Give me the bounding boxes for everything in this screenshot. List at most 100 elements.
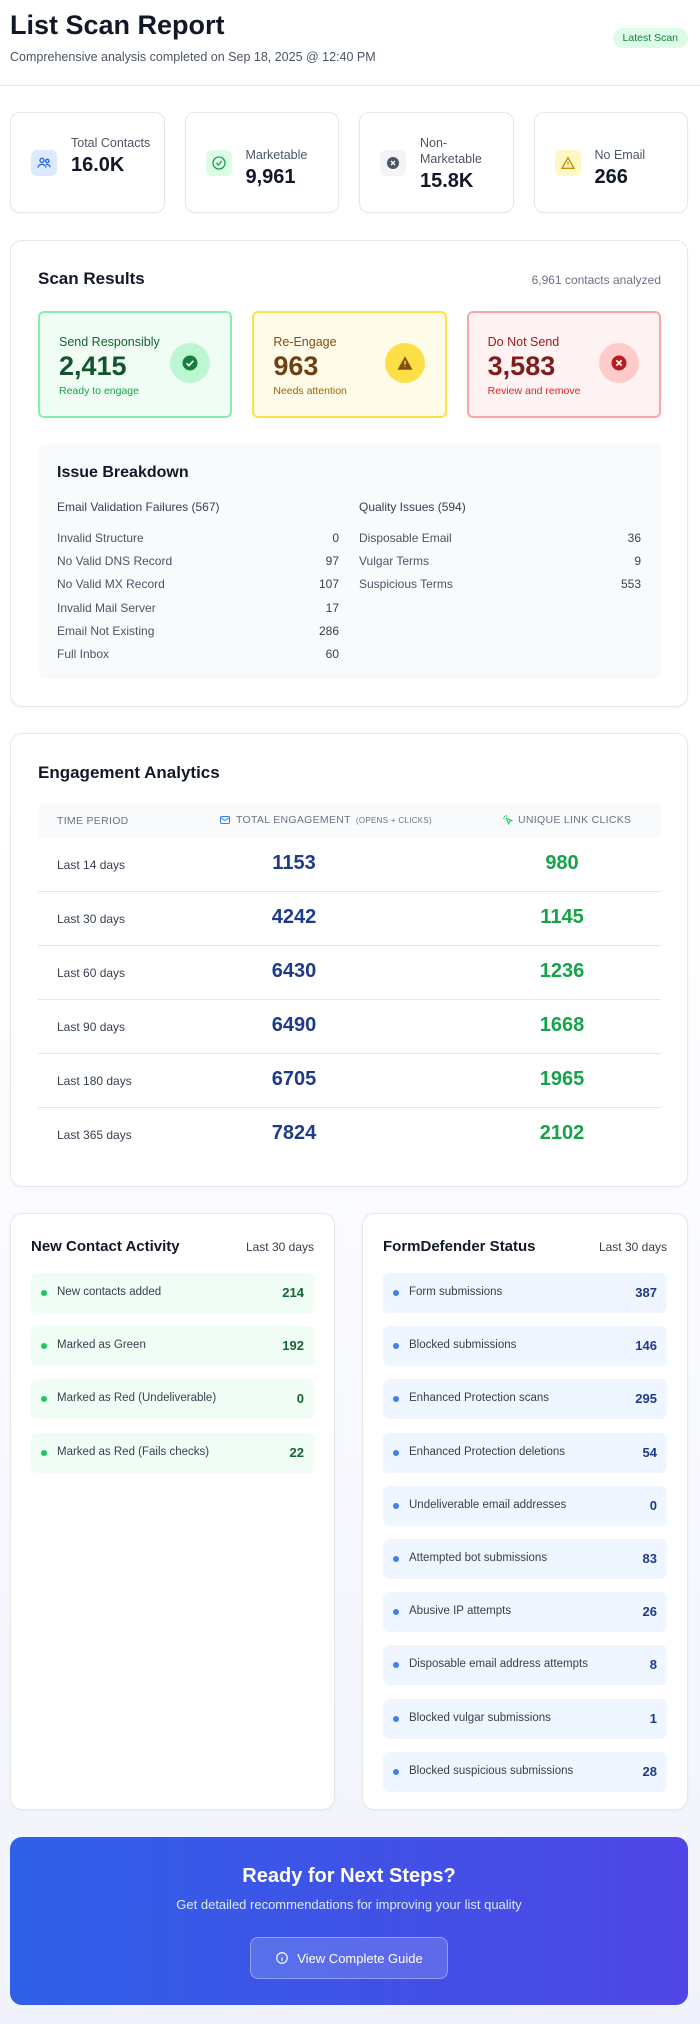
activity-list: New contacts added 214 Marked as Green 192… <box>31 1273 314 1486</box>
mail-icon <box>220 816 230 824</box>
engagement-table: TIME PERIOD TOTAL ENGAGEMENT (OPENS + CL… <box>38 804 661 1162</box>
bullet-dot <box>41 1449 47 1456</box>
list-item: Abusive IP attempts 26 <box>383 1592 667 1633</box>
x-circle-icon <box>380 150 406 176</box>
clicks-cell: 980 <box>545 852 579 874</box>
list-item: Marked as Red (Undeliverable) 0 <box>31 1379 314 1420</box>
issue-label: Suspicious Terms <box>359 577 453 592</box>
item-value: 1 <box>649 1710 657 1726</box>
list-item: Marked as Red (Fails checks) 22 <box>31 1432 314 1473</box>
total-header-label: TOTAL ENGAGEMENT <box>236 814 351 826</box>
check-circle-icon <box>205 150 232 176</box>
item-label: Enhanced Protection scans <box>409 1392 550 1405</box>
section-title: Scan Results <box>38 269 145 288</box>
item-label: Marked as Red (Fails checks) <box>57 1445 210 1458</box>
result-value: 2,415 <box>59 351 127 381</box>
issue-label: No Valid DNS Record <box>57 553 173 568</box>
list-item: No Valid DNS Record 97 <box>57 549 339 572</box>
formdefender-list: Form submissions 387 Blocked submissions 1… <box>383 1273 667 1805</box>
stat-card-total-contacts: Total Contacts 16.0K <box>10 112 165 213</box>
contacts-analyzed: 6,961 contacts analyzed <box>531 273 661 287</box>
issue-value: 9 <box>634 553 641 568</box>
stat-card-no-email: No Email 266 <box>533 112 688 213</box>
issue-value: 0 <box>332 530 339 545</box>
item-value: 83 <box>642 1550 657 1566</box>
item-value: 295 <box>635 1391 657 1407</box>
clicks-cell: 1145 <box>540 906 584 928</box>
clicks-cell: 1236 <box>539 960 585 982</box>
list-item: Disposable Email 36 <box>359 526 641 549</box>
table-row: Last 180 days 6705 1965 <box>38 1054 661 1108</box>
issue-value: 553 <box>620 577 641 592</box>
result-re-engage: Re-Engage 963 Needs attention <box>252 311 447 418</box>
bullet-dot <box>393 1662 399 1669</box>
issue-label: Disposable Email <box>359 530 452 545</box>
issue-value: 36 <box>627 530 641 545</box>
item-label: Blocked vulgar submissions <box>409 1711 551 1724</box>
warning-icon <box>384 343 425 383</box>
check-circle-icon <box>170 343 211 383</box>
validation-heading: Email Validation Failures (567) <box>57 500 220 514</box>
table-row: Last 365 days 7824 2102 <box>38 1108 661 1162</box>
item-label: Blocked suspicious submissions <box>409 1764 574 1777</box>
item-label: Abusive IP attempts <box>409 1605 512 1618</box>
stat-card-marketable: Marketable 9,961 <box>184 112 339 213</box>
stat-label: Total Contacts <box>71 136 151 150</box>
item-value: 146 <box>635 1338 657 1354</box>
item-value: 387 <box>635 1285 657 1300</box>
stat-value: 16.0K <box>71 154 125 176</box>
period-cell: Last 365 days <box>57 1128 132 1142</box>
bullet-dot <box>41 1290 47 1296</box>
table-header: TIME PERIOD TOTAL ENGAGEMENT (OPENS + CL… <box>38 804 661 838</box>
total-cell: 7824 <box>271 1122 317 1144</box>
result-sub: Needs attention <box>273 385 347 397</box>
total-cell: 6430 <box>271 960 317 982</box>
stat-value: 9,961 <box>245 166 296 188</box>
issue-label: Email Not Existing <box>57 623 155 638</box>
section-title: Engagement Analytics <box>38 763 220 782</box>
view-complete-guide-button[interactable]: View Complete Guide <box>250 1937 448 1979</box>
item-label: Blocked submissions <box>409 1339 517 1352</box>
issue-value: 97 <box>325 553 339 568</box>
clicks-cell: 2102 <box>539 1122 585 1144</box>
list-item: Marked as Green 192 <box>31 1326 314 1367</box>
result-sub: Ready to engage <box>59 385 139 397</box>
period-cell: Last 180 days <box>57 1074 132 1088</box>
stat-cards: Total Contacts 16.0K Marketable 9,961 No… <box>10 112 688 213</box>
period-cell: Last 30 days <box>57 912 126 926</box>
list-item: Blocked vulgar submissions 1 <box>383 1698 667 1739</box>
stat-label: Non-Marketable <box>420 136 482 166</box>
issue-value: 60 <box>325 647 339 662</box>
list-item: Disposable email address attempts 8 <box>383 1645 667 1686</box>
list-item: Suspicious Terms 553 <box>359 573 641 596</box>
item-value: 26 <box>642 1604 657 1620</box>
list-item: Invalid Mail Server 17 <box>57 596 339 619</box>
total-cell: 1153 <box>272 852 316 874</box>
issue-value: 107 <box>318 577 339 592</box>
list-item: Email Not Existing 286 <box>57 619 339 642</box>
issue-breakdown: Issue Breakdown Email Validation Failure… <box>38 444 661 679</box>
table-row: Last 30 days 4242 1145 <box>38 892 661 946</box>
list-item: Vulgar Terms 9 <box>359 549 641 572</box>
issue-label: Invalid Structure <box>57 530 144 545</box>
result-label: Re-Engage <box>273 335 337 349</box>
page-title: List Scan Report <box>10 10 225 40</box>
warning-icon <box>554 150 581 176</box>
total-header-note: (OPENS + CLICKS) <box>355 815 433 825</box>
item-value: 22 <box>289 1444 304 1460</box>
x-circle-icon <box>598 343 639 383</box>
table-row: Last 90 days 6490 1668 <box>38 1000 661 1054</box>
formdefender-status-card: FormDefender Status Last 30 days Form su… <box>362 1213 688 1810</box>
stat-label: No Email <box>594 148 646 162</box>
stat-card-non-marketable: Non-Marketable 15.8K <box>359 112 514 213</box>
bullet-dot <box>393 1449 399 1456</box>
section-title: New Contact Activity <box>31 1238 180 1255</box>
status-badge: Latest Scan <box>612 28 688 48</box>
scan-results-card: Scan Results 6,961 contacts analyzed Sen… <box>10 240 688 707</box>
result-label: Send Responsibly <box>59 335 160 349</box>
result-do-not-send: Do Not Send 3,583 Review and remove <box>466 311 661 418</box>
result-value: 3,583 <box>487 351 556 381</box>
bullet-dot <box>393 1343 399 1350</box>
item-value: 214 <box>282 1285 304 1300</box>
bullet-dot <box>393 1502 399 1509</box>
